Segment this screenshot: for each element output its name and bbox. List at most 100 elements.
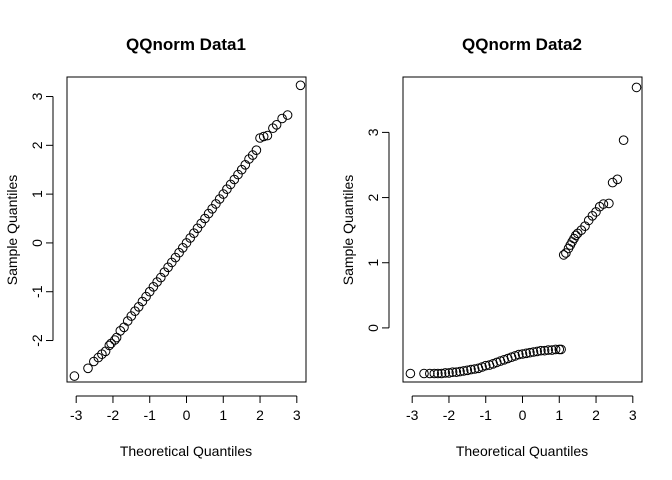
data-point [141, 291, 151, 302]
data-point [480, 360, 491, 371]
data-point [514, 349, 524, 360]
data-point [262, 130, 273, 141]
data-point [247, 150, 258, 160]
y-tick-label: 2 [365, 193, 381, 201]
x-tick-label: 0 [519, 407, 527, 423]
data-point [207, 204, 217, 214]
x-axis: -3 -2 -1 0 1 2 3 [70, 395, 301, 423]
data-point [178, 243, 188, 253]
data-point [167, 257, 177, 268]
y-axis: -2 -1 0 1 2 3 [29, 92, 54, 347]
data-point [565, 240, 576, 250]
x-tick-label: -1 [144, 407, 157, 423]
data-point [69, 371, 80, 381]
data-point [137, 296, 148, 307]
data-point [251, 145, 262, 155]
y-tick-label: 3 [29, 92, 45, 100]
data-point [106, 338, 116, 349]
data-point [229, 174, 240, 185]
data-point [258, 131, 269, 142]
data-point [181, 238, 192, 248]
data-point [133, 302, 144, 312]
data-point [236, 164, 247, 175]
data-point [444, 368, 454, 378]
data-point [561, 248, 571, 258]
data-point [433, 368, 443, 379]
data-point [550, 344, 561, 355]
data-point [119, 322, 129, 333]
data-point [225, 179, 236, 190]
data-point [604, 198, 614, 209]
y-axis-label: Sample Quantiles [340, 175, 356, 286]
data-point [539, 345, 550, 356]
data-point [192, 223, 203, 234]
qq-panel-data2: QQnorm Data2 -3 -2 -1 0 1 2 3 0 1 2 3 Theoretical… [340, 35, 643, 459]
x-tick-label: -2 [443, 407, 456, 423]
data-point [419, 368, 429, 379]
data-point [607, 177, 618, 188]
data-point [211, 199, 221, 209]
x-tick-label: 3 [629, 407, 637, 423]
data-point [429, 368, 440, 379]
points-layer [69, 80, 306, 381]
chart-title: QQnorm Data2 [462, 35, 582, 54]
data-point [218, 189, 229, 199]
data-point [126, 311, 137, 321]
data-point [525, 347, 535, 358]
data-point [572, 228, 583, 239]
data-point [295, 80, 306, 91]
x-tick-label: 2 [256, 407, 264, 423]
chart-title: QQnorm Data1 [126, 35, 246, 54]
data-point [200, 213, 210, 224]
data-point [189, 228, 199, 238]
data-point [612, 174, 623, 185]
data-point [122, 316, 133, 326]
qq-panel-data1: QQnorm Data1 -3 -2 -1 0 1 2 3 -2 -1 0 1 2 3 Theoret… [4, 35, 307, 459]
x-tick-label: -1 [480, 407, 493, 423]
x-tick-label: 1 [555, 407, 563, 423]
y-tick-label: 3 [365, 128, 381, 136]
x-axis-label: Theoretical Quantiles [120, 443, 252, 459]
points-layer [405, 82, 642, 379]
data-point [598, 199, 609, 209]
data-point [83, 363, 93, 374]
data-point [115, 326, 126, 336]
data-point [631, 82, 642, 93]
data-point [466, 364, 476, 375]
data-point [196, 218, 206, 229]
data-point [591, 207, 601, 217]
plot-frame [402, 76, 643, 383]
data-point [547, 345, 557, 355]
data-point [405, 368, 416, 379]
data-point [222, 184, 232, 194]
data-point [462, 365, 473, 376]
x-tick-label: 0 [183, 407, 191, 423]
data-point [233, 169, 243, 180]
y-tick-label: -2 [29, 334, 45, 347]
x-tick-label: -2 [107, 407, 120, 423]
data-point [536, 345, 546, 356]
data-point [159, 267, 170, 278]
data-point [203, 208, 214, 219]
data-point [571, 230, 581, 241]
y-axis: 0 1 2 3 [365, 128, 390, 332]
data-point [458, 366, 469, 376]
data-point [451, 367, 462, 378]
x-tick-label: -3 [406, 407, 419, 423]
x-tick-label: -3 [70, 407, 83, 423]
y-tick-label: 0 [29, 239, 45, 247]
data-point [93, 352, 104, 363]
data-point [521, 348, 532, 359]
data-point [528, 347, 539, 357]
data-point [156, 272, 166, 283]
data-point [163, 262, 173, 273]
data-point [268, 123, 278, 133]
data-point [425, 368, 435, 379]
data-point [271, 120, 282, 130]
data-point [447, 367, 458, 378]
x-axis: -3 -2 -1 0 1 2 3 [406, 395, 637, 423]
data-point [455, 366, 465, 377]
data-point [148, 282, 159, 292]
data-point [110, 335, 120, 345]
